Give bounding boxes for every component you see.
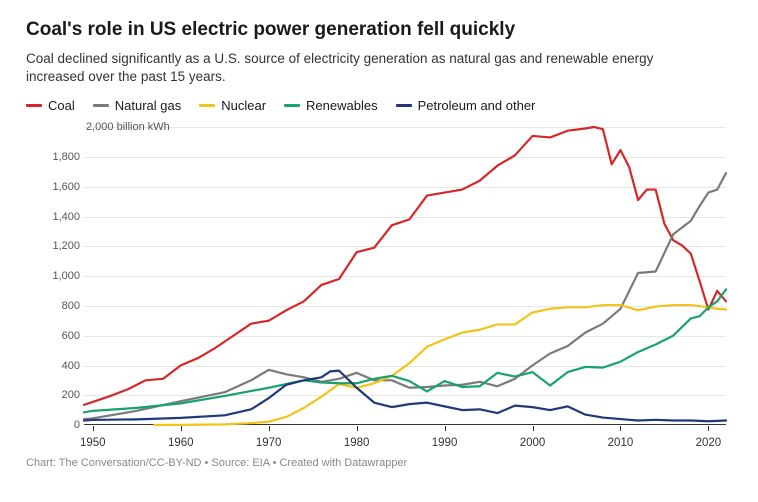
legend-swatch	[199, 104, 215, 107]
chart-subtitle: Coal declined significantly as a U.S. so…	[26, 50, 666, 86]
legend-item: Coal	[26, 98, 75, 113]
series-line	[84, 173, 726, 419]
legend-item: Natural gas	[93, 98, 181, 113]
legend-label: Renewables	[306, 98, 378, 113]
legend-label: Petroleum and other	[418, 98, 536, 113]
legend-item: Nuclear	[199, 98, 266, 113]
x-axis-tick	[708, 426, 709, 431]
x-axis-tick	[445, 426, 446, 431]
y-axis-tick-label: 0	[74, 419, 80, 431]
x-axis-tick-label: 1960	[168, 437, 194, 449]
chart-title: Coal's role in US electric power generat…	[26, 18, 732, 42]
legend-swatch	[93, 104, 109, 107]
series-line	[84, 127, 726, 405]
x-axis-tick-label: 1990	[432, 437, 458, 449]
x-axis-tick	[533, 426, 534, 431]
x-axis-tick-label: 1970	[256, 437, 282, 449]
y-axis-tick-label: 1,200	[52, 240, 80, 252]
x-axis-tick	[93, 426, 94, 431]
y-axis-tick-label: 200	[62, 389, 80, 401]
x-axis-tick	[620, 426, 621, 431]
plot-region	[84, 127, 726, 425]
chart-footer: Chart: The Conversation/CC-BY-ND • Sourc…	[26, 457, 732, 469]
x-axis-tick-label: 1950	[80, 437, 106, 449]
legend-label: Natural gas	[115, 98, 181, 113]
legend-item: Petroleum and other	[396, 98, 536, 113]
legend-swatch	[284, 104, 300, 107]
x-axis-tick-label: 2020	[696, 437, 722, 449]
y-axis-tick-label: 600	[62, 330, 80, 342]
y-axis-tick-label: 400	[62, 360, 80, 372]
y-axis-tick-label: 1,800	[52, 151, 80, 163]
series-line	[84, 371, 726, 422]
chart-container: Coal's role in US electric power generat…	[0, 0, 758, 502]
y-axis-tick-label: 1,400	[52, 211, 80, 223]
line-series-svg	[84, 127, 726, 425]
legend-item: Renewables	[284, 98, 378, 113]
legend-swatch	[26, 104, 42, 107]
chart-area: 0 200 400 600 800 1,000 1,200 1,400 1,600 1,800 2,…	[26, 121, 732, 451]
y-axis-tick-label: 800	[62, 300, 80, 312]
series-line	[154, 305, 726, 425]
y-axis-tick-label: 1,600	[52, 181, 80, 193]
x-axis-tick	[181, 426, 182, 431]
x-axis-tick-label: 2000	[520, 437, 546, 449]
legend: Coal Natural gas Nuclear Renewables Petroleu…	[26, 98, 732, 113]
y-axis-unit-label: 2,000 billion kWh	[86, 121, 170, 133]
y-axis-tick-label: 1,000	[52, 270, 80, 282]
x-axis-tick	[269, 426, 270, 431]
x-axis-tick-label: 1980	[344, 437, 370, 449]
legend-label: Coal	[48, 98, 75, 113]
x-axis-tick	[357, 426, 358, 431]
legend-swatch	[396, 104, 412, 107]
legend-label: Nuclear	[221, 98, 266, 113]
x-axis-tick-label: 2010	[608, 437, 634, 449]
